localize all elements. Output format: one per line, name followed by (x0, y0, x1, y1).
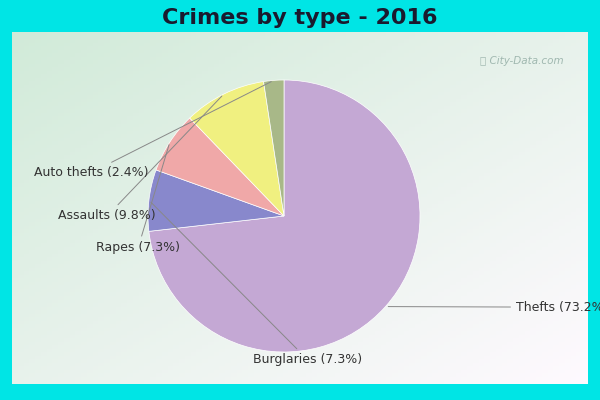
Text: Rapes (7.3%): Rapes (7.3%) (96, 145, 180, 254)
Text: Thefts (73.2%): Thefts (73.2%) (388, 301, 600, 314)
Wedge shape (156, 118, 284, 216)
Text: Burglaries (7.3%): Burglaries (7.3%) (151, 202, 362, 366)
Wedge shape (148, 170, 284, 231)
Wedge shape (190, 82, 284, 216)
Text: Assaults (9.8%): Assaults (9.8%) (58, 96, 222, 222)
Text: Crimes by type - 2016: Crimes by type - 2016 (162, 8, 438, 28)
Wedge shape (149, 80, 420, 352)
Text: Auto thefts (2.4%): Auto thefts (2.4%) (34, 82, 271, 179)
Text: ⓘ City-Data.com: ⓘ City-Data.com (481, 56, 564, 66)
Wedge shape (263, 80, 284, 216)
